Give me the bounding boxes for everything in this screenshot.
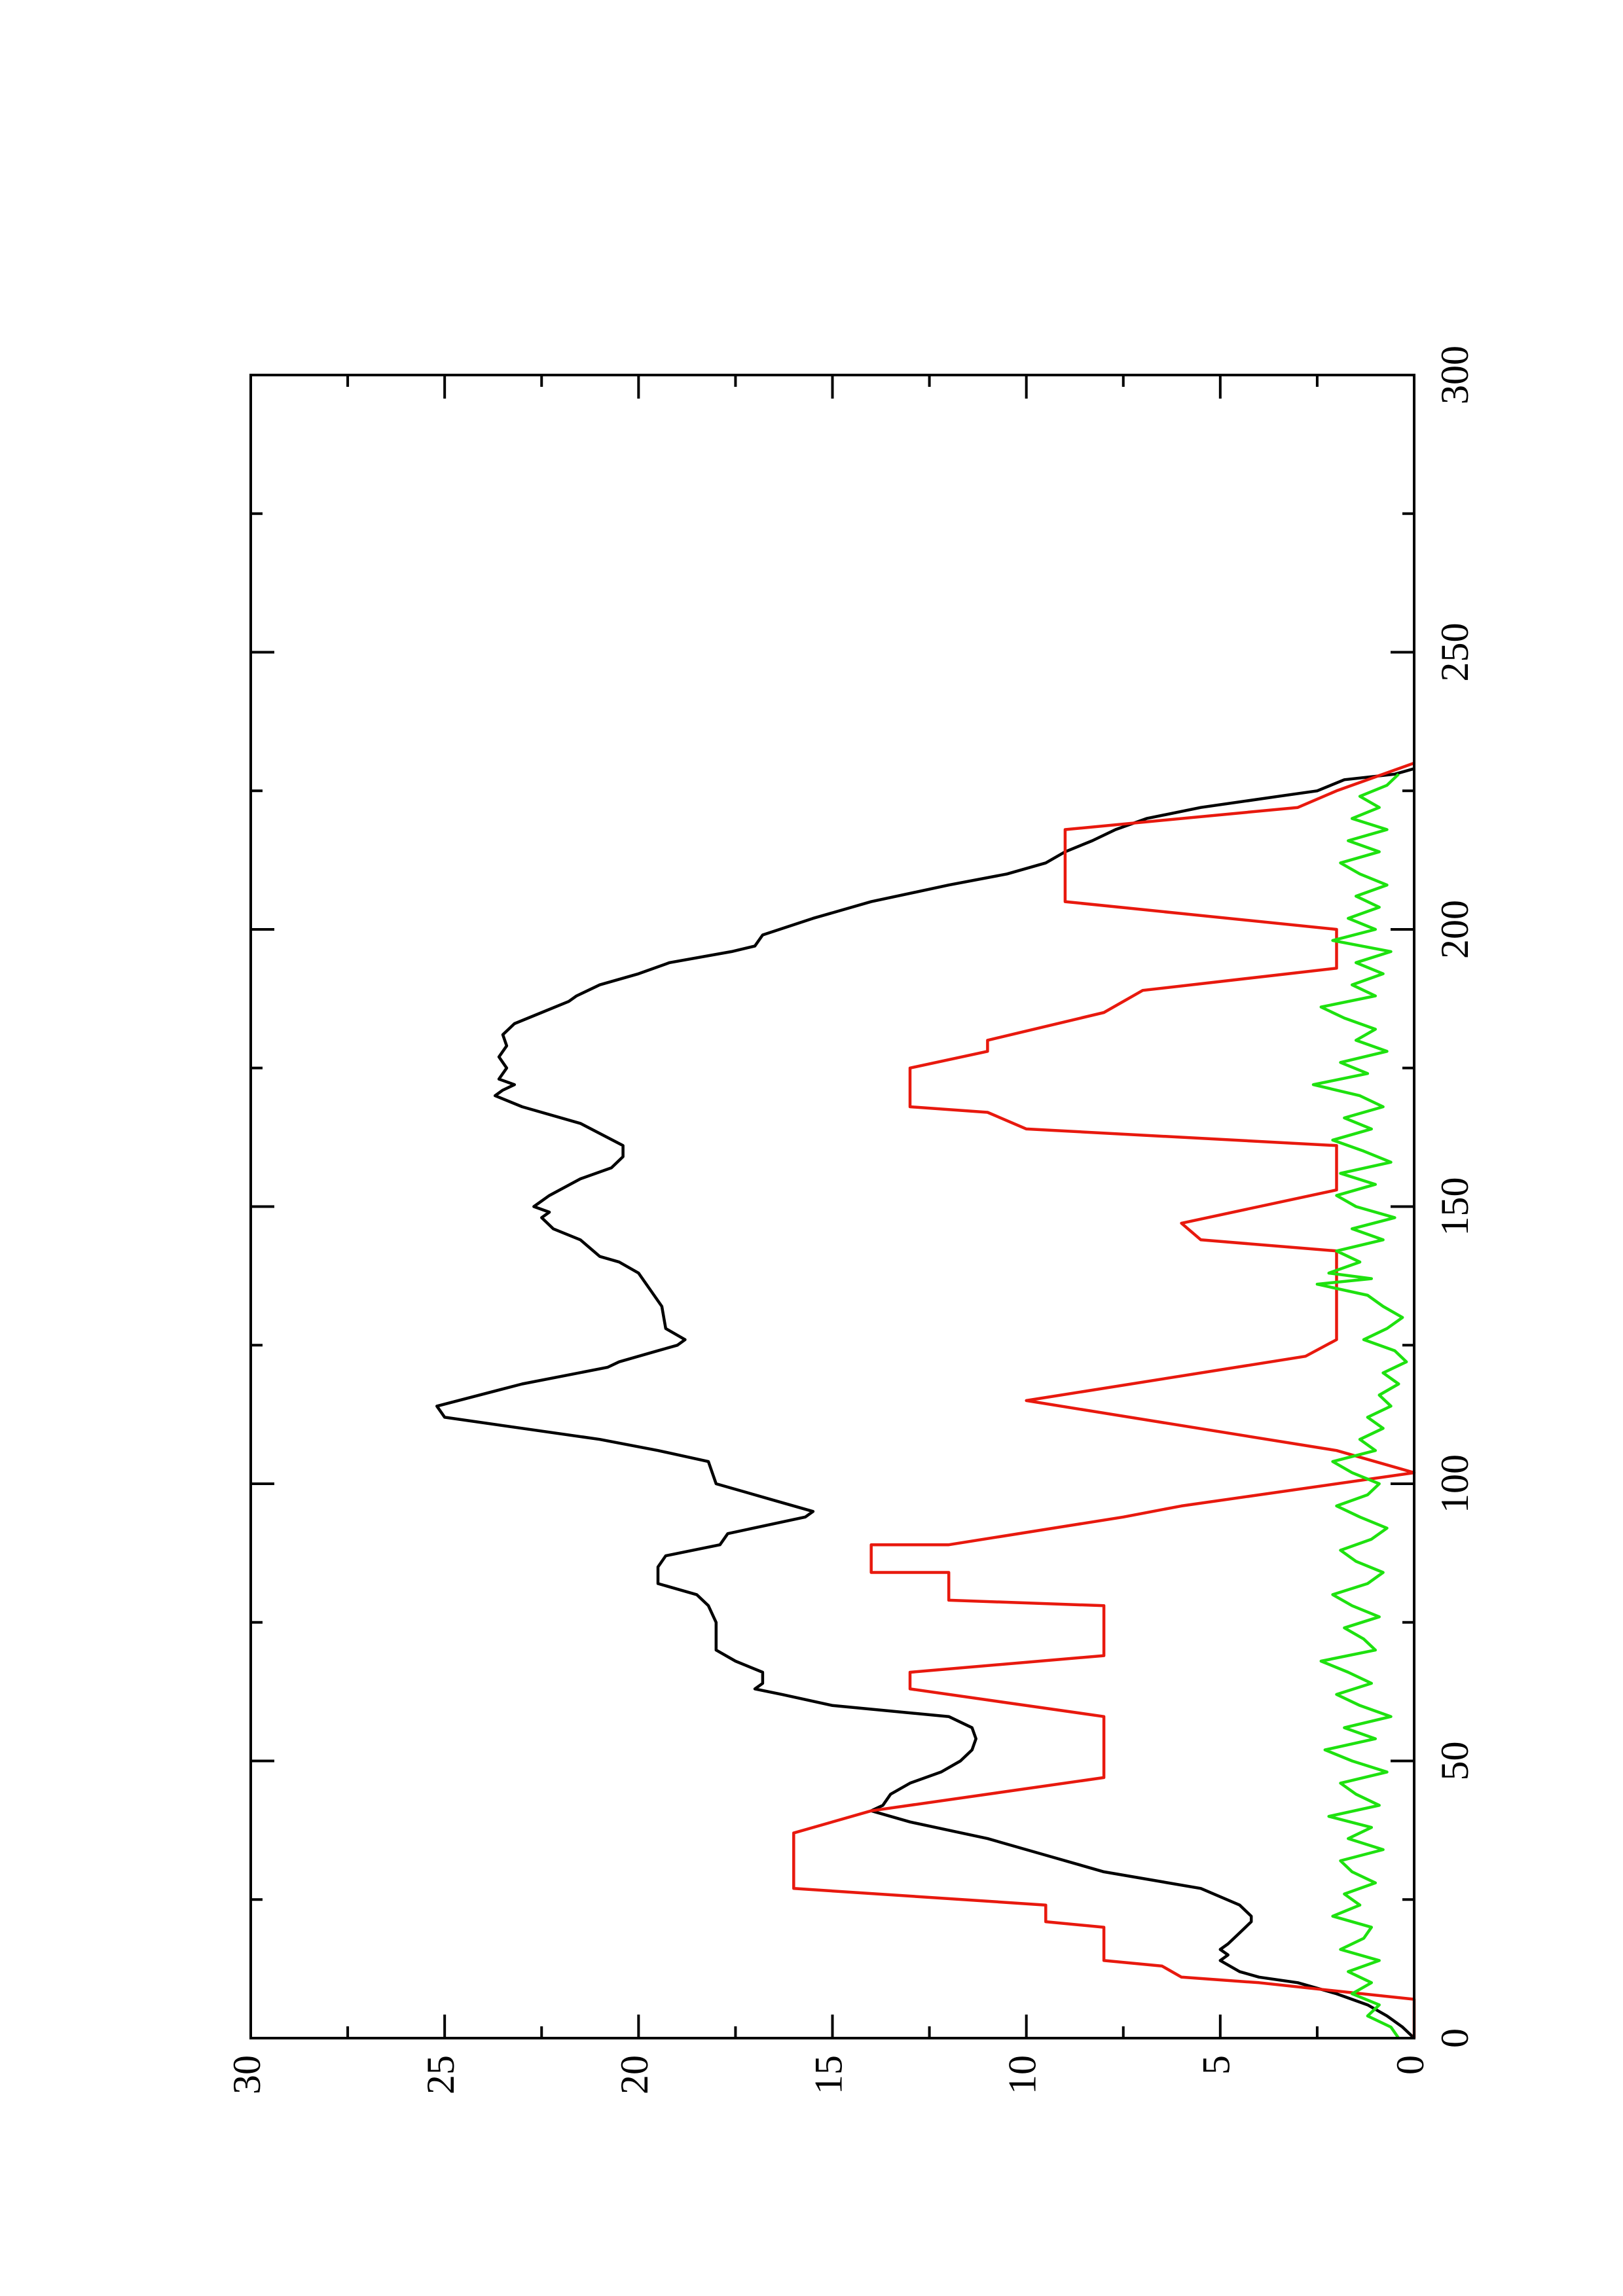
y-tick-label: 15 [807,2055,850,2094]
x-tick-label: 200 [1433,900,1476,959]
y-tick-label: 30 [225,2055,268,2094]
x-tick-label: 250 [1433,623,1476,682]
series-line-2 [792,761,1416,2038]
plot-frame [249,374,1415,2039]
y-tick-label: 25 [419,2055,462,2094]
series-line-1 [435,767,1415,2039]
series-line-3 [1311,773,1408,2039]
x-tick-label: 0 [1433,2028,1476,2048]
x-tick-label: 50 [1433,1742,1476,1781]
y-tick-label: 0 [1389,2055,1432,2075]
y-tick-label: 10 [1000,2055,1044,2094]
x-tick-label: 300 [1433,346,1476,404]
x-tick-label: 100 [1433,1454,1476,1513]
axis-ticks [249,374,1415,2039]
x-tick-label: 150 [1433,1177,1476,1236]
tick-labels: 0 50 100 150 200 250 300 0 5 10 15 20 25 30 [225,346,1476,2094]
y-tick-label: 20 [613,2055,656,2094]
y-tick-label: 5 [1195,2055,1238,2075]
series-group [435,761,1416,2039]
